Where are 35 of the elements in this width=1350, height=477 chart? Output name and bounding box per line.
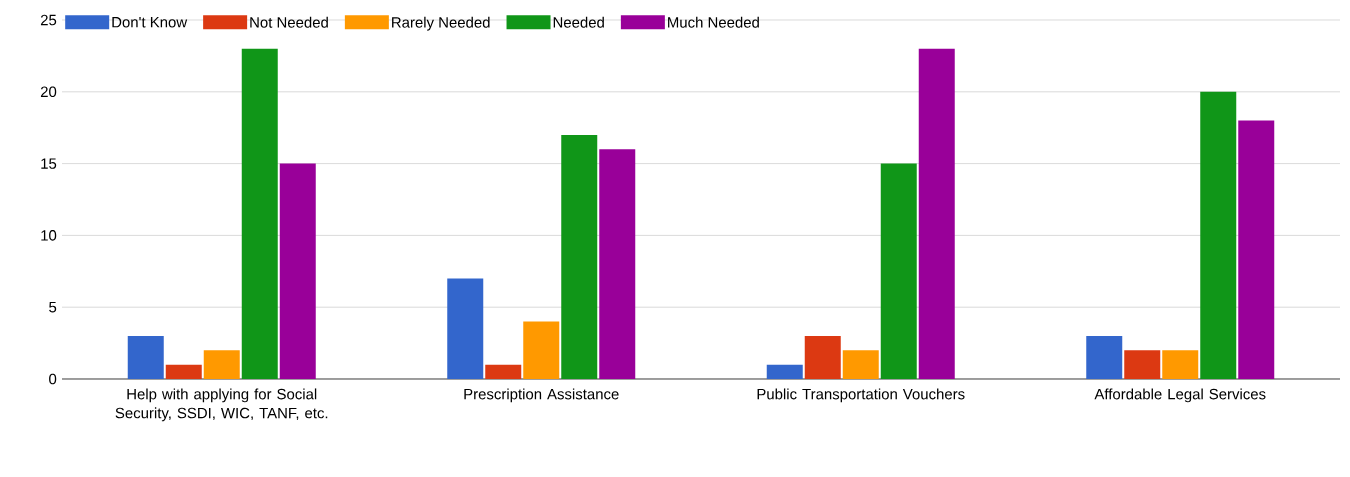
bar bbox=[523, 321, 560, 379]
bar bbox=[804, 335, 841, 379]
x-tick-label: Public Transportation Vouchers bbox=[757, 388, 965, 403]
y-tick-label: 0 bbox=[49, 373, 57, 385]
legend-label: Much Needed bbox=[668, 16, 759, 28]
bar bbox=[241, 48, 278, 379]
bar bbox=[918, 48, 955, 379]
bar bbox=[1200, 91, 1237, 379]
bar bbox=[561, 134, 598, 379]
y-tick-label: 15 bbox=[41, 158, 57, 169]
x-tick-label: Affordable Legal Services bbox=[1094, 388, 1266, 403]
legend-label: Don't Know bbox=[112, 17, 188, 28]
bar bbox=[1124, 350, 1161, 379]
bar bbox=[485, 364, 522, 379]
y-tick-label: 25 bbox=[40, 14, 57, 26]
bar bbox=[127, 335, 164, 379]
legend-label: Not Needed bbox=[250, 16, 328, 28]
bar bbox=[165, 364, 202, 379]
y-tick-label: 20 bbox=[40, 86, 57, 98]
bar bbox=[447, 278, 484, 379]
legend-label: Rarely Needed bbox=[392, 16, 490, 31]
bar bbox=[880, 163, 917, 379]
y-tick-label: 5 bbox=[49, 301, 57, 313]
x-tick-label: Help with applying for Social Security, SSDI, WIC, TANF, etc. bbox=[115, 388, 328, 422]
bar bbox=[842, 350, 879, 379]
bar bbox=[1162, 350, 1199, 379]
x-tick-label: Prescription Assistance bbox=[464, 388, 619, 403]
legend-label: Needed bbox=[553, 16, 604, 28]
bar bbox=[1238, 120, 1275, 379]
bar bbox=[766, 364, 803, 379]
bar bbox=[599, 149, 636, 379]
bar bbox=[279, 163, 316, 379]
bar bbox=[203, 350, 240, 379]
bar bbox=[1086, 335, 1123, 379]
y-tick-label: 10 bbox=[41, 230, 57, 241]
